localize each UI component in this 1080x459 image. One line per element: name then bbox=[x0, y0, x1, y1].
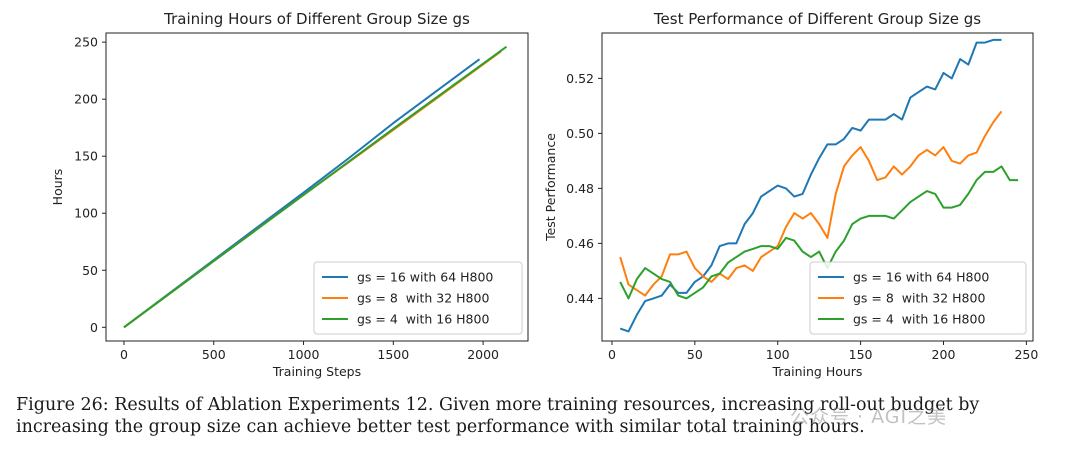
x-tick-label: 150 bbox=[849, 347, 873, 362]
series-line-green bbox=[619, 165, 1019, 300]
series-line-orange bbox=[619, 110, 1003, 297]
legend-box bbox=[809, 261, 1027, 335]
legend: gs = 16 with 64 H800 gs = 8 with 32 H800 g… bbox=[809, 261, 1027, 335]
x-tick-label: 50 bbox=[687, 347, 703, 362]
legend-box bbox=[313, 261, 523, 335]
y-tick-label: 50 bbox=[82, 263, 98, 278]
x-tick-label: 100 bbox=[766, 347, 790, 362]
chart-1: Training Hours of Different Group Size g… bbox=[50, 10, 529, 379]
chart-title: Training Hours of Different Group Size g… bbox=[163, 10, 470, 28]
legend-label: gs = 16 with 64 H800 bbox=[853, 270, 989, 285]
y-axis-label: Test Performance bbox=[543, 133, 558, 242]
x-tick-label: 250 bbox=[1014, 347, 1038, 362]
chart-title: Test Performance of Different Group Size… bbox=[653, 10, 981, 28]
legend-label: gs = 8 with 32 H800 bbox=[357, 291, 489, 306]
y-tick-label: 0.46 bbox=[566, 236, 594, 251]
x-tick-label: 200 bbox=[932, 347, 956, 362]
legend-label: gs = 8 with 32 H800 bbox=[853, 291, 985, 306]
y-tick-label: 0 bbox=[90, 320, 98, 335]
x-tick-label: 0 bbox=[120, 347, 128, 362]
y-tick-label: 200 bbox=[74, 92, 98, 107]
y-axis-label: Hours bbox=[50, 169, 65, 206]
x-tick-label: 1000 bbox=[288, 347, 320, 362]
plot-frame bbox=[105, 32, 529, 342]
watermark: 公众号 · AGI之美 bbox=[790, 406, 948, 428]
chart-2: Test Performance of Different Group Size… bbox=[543, 10, 1038, 379]
plot-frame bbox=[601, 32, 1034, 342]
x-tick-label: 1500 bbox=[377, 347, 409, 362]
x-tick-label: 2000 bbox=[467, 347, 499, 362]
x-tick-label: 0 bbox=[608, 347, 616, 362]
x-tick-label: 500 bbox=[202, 347, 226, 362]
legend-label: gs = 4 with 16 H800 bbox=[853, 312, 985, 327]
y-tick-label: 250 bbox=[74, 35, 98, 50]
x-axis-label: Training Steps bbox=[272, 364, 361, 379]
y-tick-label: 100 bbox=[74, 206, 98, 221]
y-tick-label: 150 bbox=[74, 149, 98, 164]
figure-canvas: Training Hours of Different Group Size g… bbox=[50, 10, 1038, 379]
y-tick-label: 0.44 bbox=[566, 291, 594, 306]
x-axis-label: Training Hours bbox=[772, 364, 863, 379]
figure-caption: Figure 26: Results of Ablation Experimen… bbox=[16, 395, 980, 437]
y-tick-label: 0.52 bbox=[566, 71, 594, 86]
series-line-green bbox=[123, 45, 508, 329]
legend-label: gs = 16 with 64 H800 bbox=[357, 270, 493, 285]
y-tick-label: 0.48 bbox=[566, 181, 594, 196]
legend: gs = 16 with 64 H800 gs = 8 with 32 H800 g… bbox=[313, 261, 523, 335]
y-tick-label: 0.50 bbox=[566, 126, 594, 141]
series-line-blue bbox=[619, 38, 1002, 333]
legend-label: gs = 4 with 16 H800 bbox=[357, 312, 489, 327]
